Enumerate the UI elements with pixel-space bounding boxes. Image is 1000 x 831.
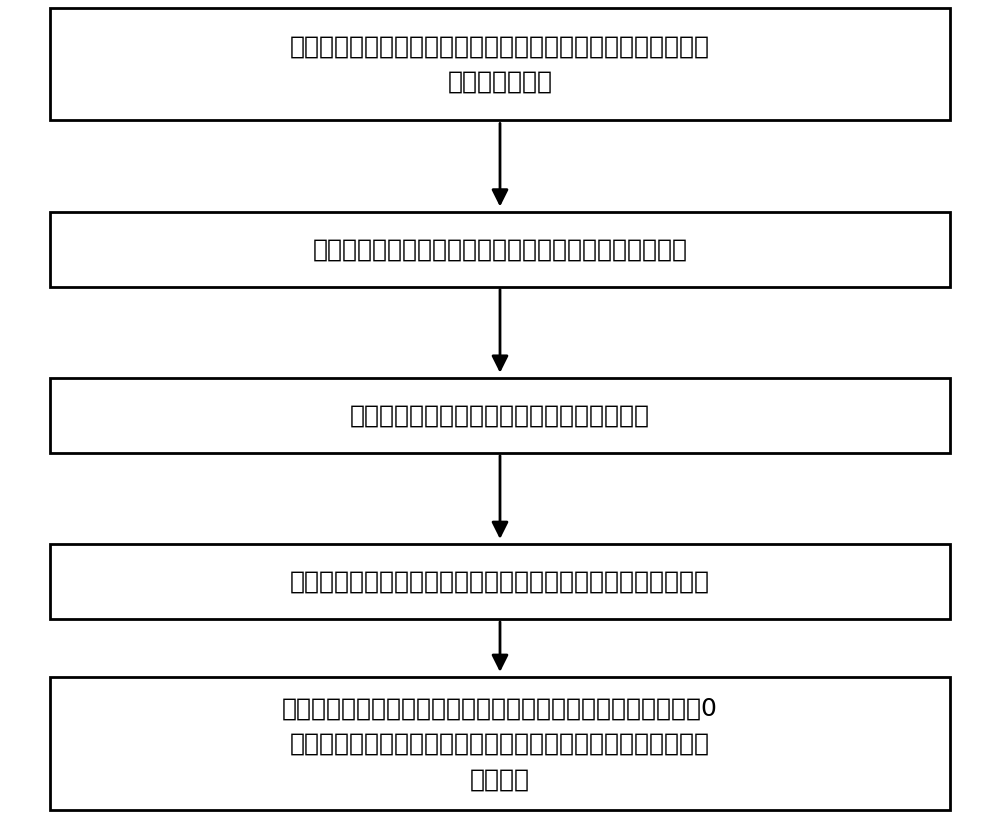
Text: 对原始环境图像和无噪图像进行差分运算，得到差分图像: 对原始环境图像和无噪图像进行差分运算，得到差分图像 (312, 238, 688, 261)
Text: 目标显著化处理后的图像中，背景部分和噪声部分的像素值均为0
，因此，显示出的图像轮廓，即为目标轮廓，由此快速有效的检
测到目标: 目标显著化处理后的图像中，背景部分和噪声部分的像素值均为0 ，因此，显示出的图像… (282, 696, 718, 791)
Text: 对差分图像进行图像增强处理，得到增强图像: 对差分图像进行图像增强处理，得到增强图像 (350, 404, 650, 427)
Text: 对增强图像进行目标显著化处理，得到目标显著化处理后的图像: 对增强图像进行目标显著化处理，得到目标显著化处理后的图像 (290, 570, 710, 593)
FancyBboxPatch shape (50, 544, 950, 619)
FancyBboxPatch shape (50, 378, 950, 453)
FancyBboxPatch shape (50, 212, 950, 287)
FancyBboxPatch shape (50, 677, 950, 810)
FancyBboxPatch shape (50, 8, 950, 120)
Text: 采用双边滤波算法对所述原始环境图像进行滤波处理，去除噪声
，得到无噪图像: 采用双边滤波算法对所述原始环境图像进行滤波处理，去除噪声 ，得到无噪图像 (290, 35, 710, 94)
